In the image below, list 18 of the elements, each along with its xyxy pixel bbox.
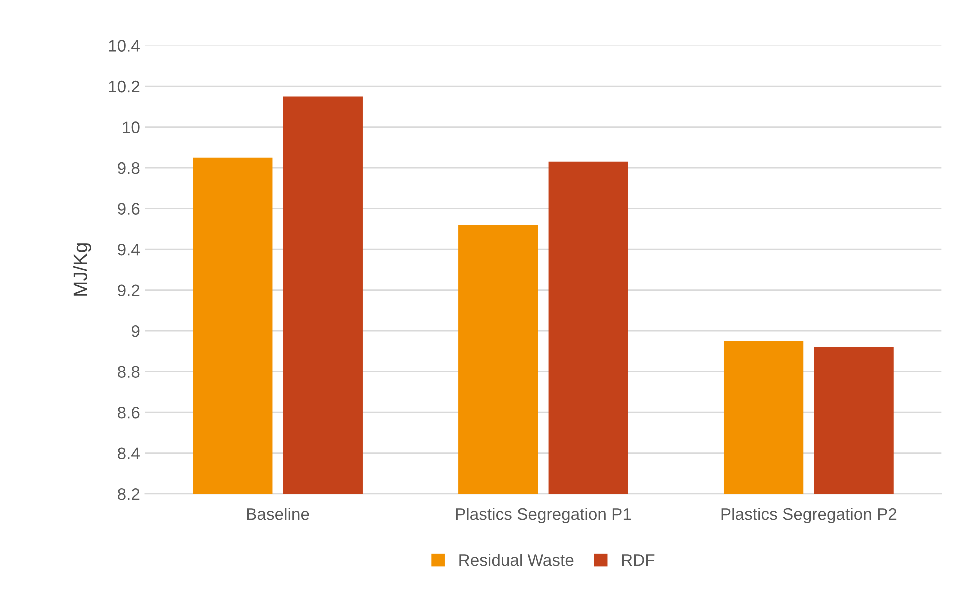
y-tick-label: 10 (123, 122, 140, 134)
legend-label: RDF (622, 554, 655, 566)
x-tick-label: Plastics Segregation P2 (722, 508, 897, 524)
legend-label: Residual Waste (460, 554, 574, 566)
x-tick-label: Plastics Segregation P1 (456, 508, 632, 524)
y-tick-label: 9.4 (118, 244, 140, 256)
y-axis-title: MJ/Kg (73, 244, 92, 296)
y-tick-label: 10.2 (109, 80, 140, 93)
y-tick-label: 9.2 (118, 284, 140, 297)
y-tick-label: 8.4 (118, 448, 140, 460)
y-tick-label: 9.6 (118, 203, 140, 215)
y-tick-label: 9 (132, 325, 140, 338)
y-tick-label: 9.8 (118, 162, 140, 174)
y-tick-label: 8.6 (118, 406, 140, 419)
y-tick-label: 8.8 (118, 366, 140, 378)
y-tick-label: 8.2 (118, 488, 140, 500)
y-tick-label: 10.4 (109, 40, 140, 52)
x-tick-label: Baseline (247, 508, 310, 520)
